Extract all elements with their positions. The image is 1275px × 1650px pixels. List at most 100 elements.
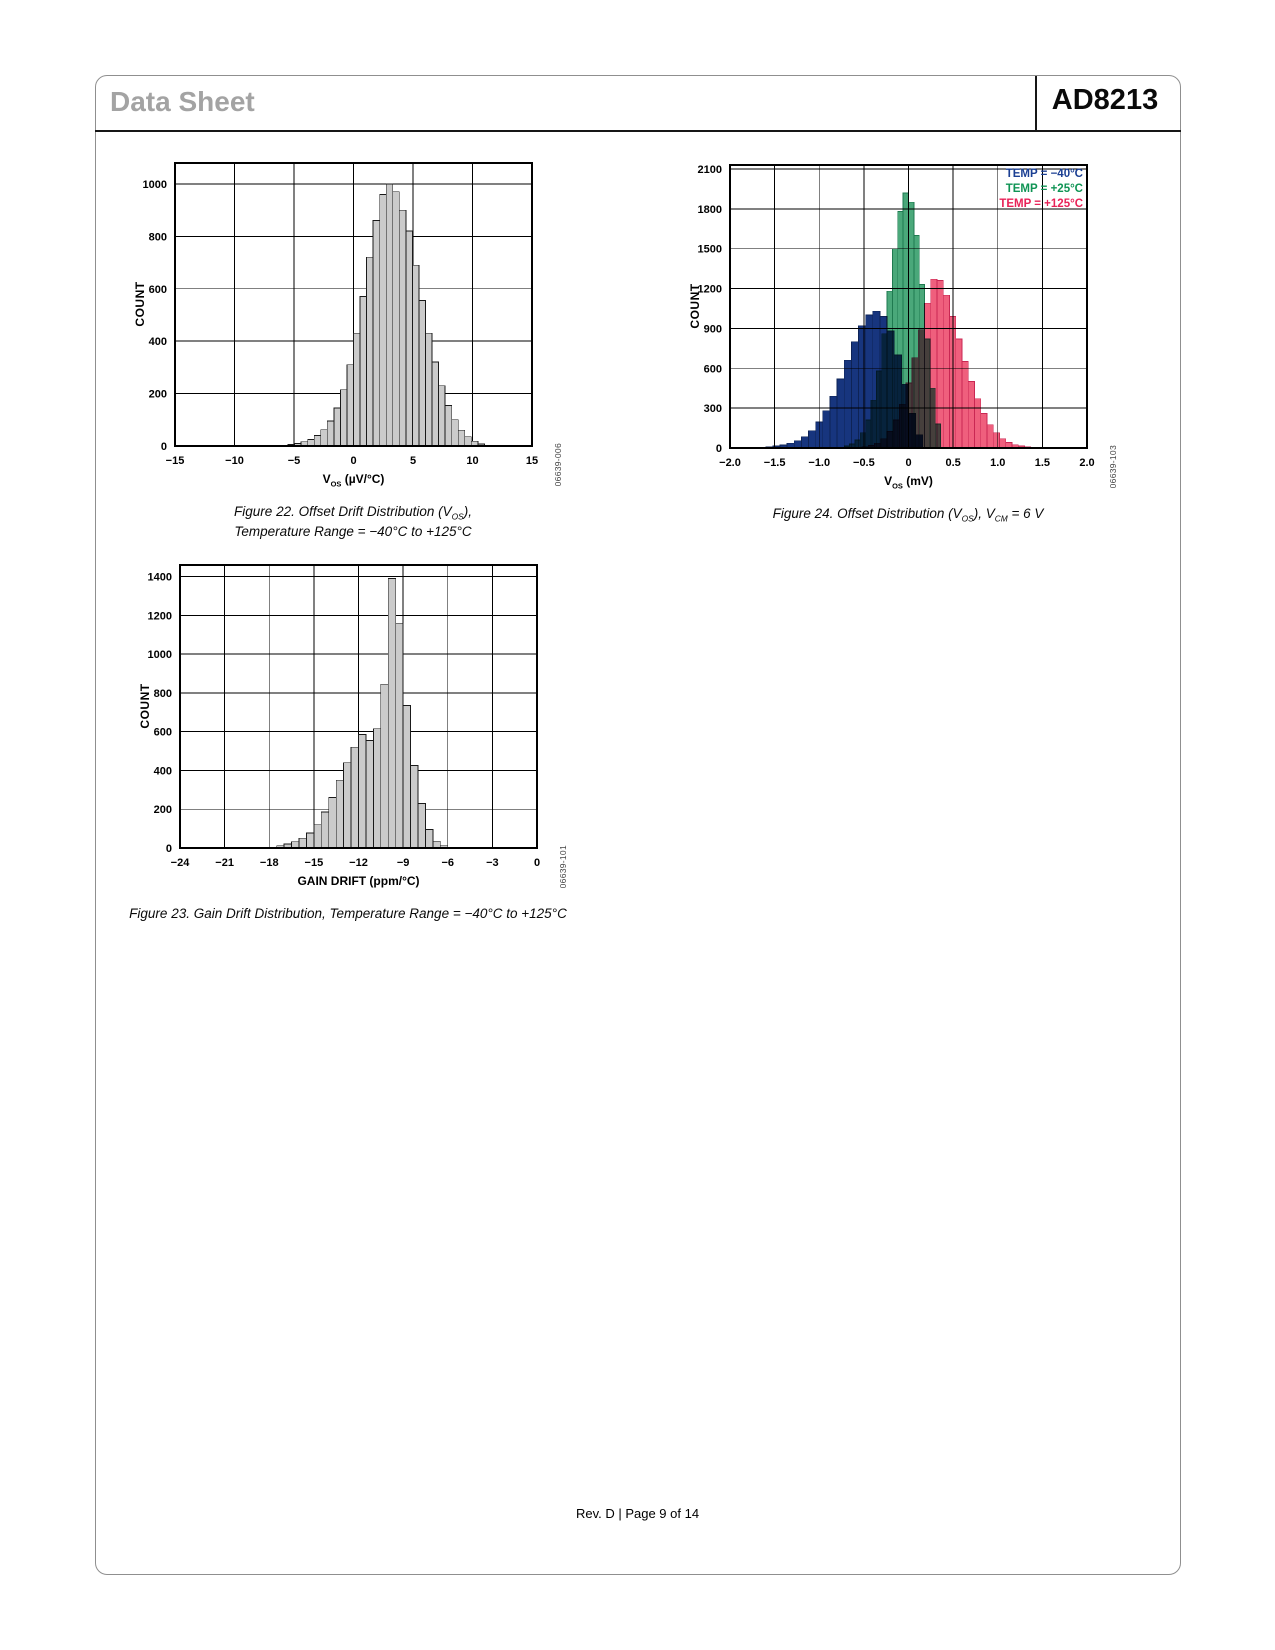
svg-text:200: 200	[154, 804, 172, 816]
caption-text: ),	[463, 504, 472, 519]
svg-text:1200: 1200	[698, 284, 722, 296]
fig22-svg: −15 −10 −5 0 5 10 15 0 200 400 600 800 1000	[143, 162, 538, 467]
svg-text:400: 400	[154, 765, 172, 777]
fig24-caption-line1: Figure 24. Offset Distribution (VOS), VC…	[708, 505, 1108, 525]
fig24-x-label-units: (mV)	[902, 474, 933, 488]
header-part-divider	[1035, 76, 1037, 131]
fig24-x-axis-label: VOS (mV)	[730, 474, 1087, 490]
svg-text:0: 0	[905, 457, 911, 469]
fig24-caption: Figure 24. Offset Distribution (VOS), VC…	[708, 505, 1108, 525]
fig22-x-label-units: (µV/°C)	[341, 472, 385, 486]
svg-text:−1.5: −1.5	[764, 457, 786, 469]
fig22-x-label-subscript: OS	[330, 479, 342, 489]
fig23-x-label-text: GAIN DRIFT (ppm/°C)	[297, 874, 420, 888]
svg-text:1000: 1000	[143, 179, 167, 191]
svg-text:1.5: 1.5	[1035, 457, 1050, 469]
caption-subscript: CM	[994, 513, 1008, 524]
header-rule	[95, 130, 1181, 132]
svg-text:10: 10	[466, 455, 478, 467]
fig24-svg: −2.0 −1.5 −1.0 −0.5 0 0.5 1.0 1.5 2.0 0 300 600 900 1…	[698, 164, 1095, 469]
svg-text:0: 0	[161, 441, 167, 453]
caption-text: ), V	[973, 506, 995, 521]
figure-24: −2.0 −1.5 −1.0 −0.5 0 0.5 1.0 1.5 2.0 0 300 600 900 1…	[668, 157, 1118, 557]
fig22-caption-line1: Figure 22. Offset Drift Distribution (VO…	[153, 503, 553, 523]
figure-23: −24 −21 −18 −15 −12 −9 −6 −3 0 0 200 400 600 800 1000 1…	[118, 557, 568, 957]
page-border	[95, 75, 1181, 1575]
fig24-y-axis-label: COUNT	[688, 283, 702, 329]
svg-text:−9: −9	[397, 857, 410, 869]
caption-subscript: OS	[451, 511, 464, 522]
svg-text:−10: −10	[225, 455, 244, 467]
svg-text:1800: 1800	[698, 204, 722, 216]
svg-text:−18: −18	[260, 857, 279, 869]
svg-text:200: 200	[149, 389, 167, 401]
svg-text:800: 800	[149, 231, 167, 243]
fig22-x-axis-label: VOS (µV/°C)	[175, 472, 532, 488]
caption-text: = 6 V	[1007, 506, 1044, 521]
svg-text:2100: 2100	[698, 164, 722, 176]
svg-text:−21: −21	[215, 857, 234, 869]
svg-text:600: 600	[704, 363, 722, 375]
svg-text:−1.0: −1.0	[808, 457, 830, 469]
svg-text:−6: −6	[441, 857, 454, 869]
svg-text:−24: −24	[171, 857, 191, 869]
series-temp-plus-125C	[861, 278, 1050, 449]
fig24-code: 06639-103	[1108, 445, 1118, 489]
svg-text:−5: −5	[288, 455, 301, 467]
fig24-x-label-text: V	[884, 474, 893, 488]
svg-text:−15: −15	[305, 857, 324, 869]
svg-text:15: 15	[526, 455, 538, 467]
caption-subscript: OS	[961, 513, 974, 524]
part-number: AD8213	[1051, 84, 1159, 116]
caption-text: Figure 22. Offset Drift Distribution (V	[234, 504, 452, 519]
fig24-x-label-subscript: OS	[892, 481, 903, 491]
svg-text:0: 0	[716, 443, 722, 455]
svg-text:−15: −15	[166, 455, 185, 467]
svg-text:−12: −12	[349, 857, 368, 869]
fig23-caption-line1: Figure 23. Gain Drift Distribution, Temp…	[129, 906, 567, 921]
svg-text:0: 0	[534, 857, 540, 869]
legend-item: TEMP = −40°C	[1005, 168, 1083, 180]
fig22-caption-line2: Temperature Range = −40°C to +125°C	[234, 523, 472, 539]
svg-text:800: 800	[154, 688, 172, 700]
fig23-y-axis-label: COUNT	[138, 683, 152, 729]
svg-text:1000: 1000	[148, 649, 172, 661]
svg-text:2.0: 2.0	[1079, 457, 1094, 469]
series-all-parts	[287, 183, 485, 447]
svg-text:400: 400	[149, 336, 167, 348]
page-footer: Rev. D | Page 9 of 14	[575, 1506, 700, 1521]
fig22-x-label-text: V	[322, 472, 331, 486]
fig22-y-axis-label: COUNT	[133, 281, 147, 327]
svg-text:300: 300	[704, 403, 722, 415]
svg-text:5: 5	[410, 455, 416, 467]
svg-text:1.0: 1.0	[990, 457, 1005, 469]
svg-text:600: 600	[154, 727, 172, 739]
fig23-caption: Figure 23. Gain Drift Distribution, Temp…	[106, 905, 590, 923]
svg-text:1500: 1500	[698, 244, 722, 256]
svg-text:1200: 1200	[148, 610, 172, 622]
caption-text: Figure 24. Offset Distribution (V	[772, 506, 962, 521]
svg-text:−2.0: −2.0	[719, 457, 741, 469]
fig23-code: 06639-101	[558, 845, 568, 889]
svg-text:0.5: 0.5	[945, 457, 960, 469]
fig23-x-axis-label: GAIN DRIFT (ppm/°C)	[180, 874, 537, 890]
svg-text:1400: 1400	[148, 572, 172, 584]
series-all-parts	[276, 578, 449, 849]
doc-type-label: Data Sheet	[110, 86, 255, 117]
svg-text:0: 0	[166, 843, 172, 855]
svg-text:−0.5: −0.5	[853, 457, 875, 469]
legend-item: TEMP = +25°C	[1005, 182, 1083, 195]
svg-text:0: 0	[350, 455, 356, 467]
fig22-code: 06639-006	[553, 443, 563, 487]
svg-text:600: 600	[149, 284, 167, 296]
fig24-legend: TEMP = −40°C TEMP = +25°C TEMP = +125°C	[999, 167, 1083, 212]
fig22-caption: Figure 22. Offset Drift Distribution (VO…	[153, 503, 553, 540]
legend-item: TEMP = +125°C	[999, 197, 1083, 210]
svg-text:900: 900	[704, 323, 722, 335]
svg-text:−3: −3	[486, 857, 499, 869]
fig22-histogram: −15 −10 −5 0 5 10 15 0 200 400 600 800 1000	[113, 155, 542, 496]
figure-22: −15 −10 −5 0 5 10 15 0 200 400 600 800 1000 COUNT VO…	[113, 155, 563, 555]
fig24-histogram: −2.0 −1.5 −1.0 −0.5 0 0.5 1.0 1.5 2.0 0 300 600 900 1…	[668, 157, 1097, 498]
fig23-histogram: −24 −21 −18 −15 −12 −9 −6 −3 0 0 200 400 600 800 1000 1…	[118, 557, 547, 898]
